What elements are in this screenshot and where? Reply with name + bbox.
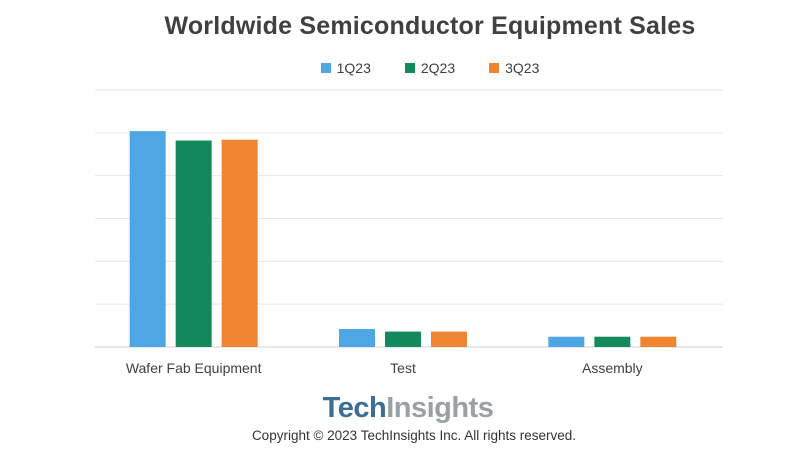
legend: 1Q23 2Q23 3Q23 — [0, 60, 800, 76]
bar-wafer-fab-equipment-2q23 — [175, 140, 212, 347]
legend-swatch-3q23 — [489, 63, 500, 73]
logo-insights-text: Insights — [386, 392, 494, 424]
legend-swatch-2q23 — [404, 63, 415, 73]
legend-label-2q23: 2Q23 — [420, 60, 456, 76]
bar-wafer-fab-equipment-3q23 — [221, 139, 258, 347]
legend-label-1q23: 1Q23 — [336, 60, 371, 76]
bar-assembly-2q23 — [594, 336, 631, 347]
legend-item-3q23: 3Q23 — [489, 60, 539, 76]
x-tick-label: Assembly — [582, 360, 643, 376]
bar-test-1q23 — [339, 329, 375, 347]
x-tick-label: Test — [390, 360, 416, 376]
legend-item-1q23: 1Q23 — [320, 60, 371, 76]
x-tick-label: Wafer Fab Equipment — [126, 360, 262, 376]
techinsights-logo: TechInsights — [0, 392, 800, 425]
bar-test-3q23 — [431, 331, 467, 347]
copyright-notice: Copyright © 2023 TechInsights Inc. All r… — [251, 428, 577, 443]
bar-assembly-1q23 — [548, 336, 585, 347]
chart-title: Worldwide Semiconductor Equipment Sales — [164, 12, 696, 40]
bar-test-2q23 — [385, 331, 421, 347]
legend-label-3q23: 3Q23 — [505, 60, 540, 76]
bar-assembly-3q23 — [640, 336, 677, 347]
logo-tech-text: Tech — [322, 392, 387, 424]
bar-wafer-fab-equipment-1q23 — [129, 131, 166, 347]
legend-swatch-1q23 — [320, 63, 331, 73]
legend-item-2q23: 2Q23 — [404, 60, 456, 76]
